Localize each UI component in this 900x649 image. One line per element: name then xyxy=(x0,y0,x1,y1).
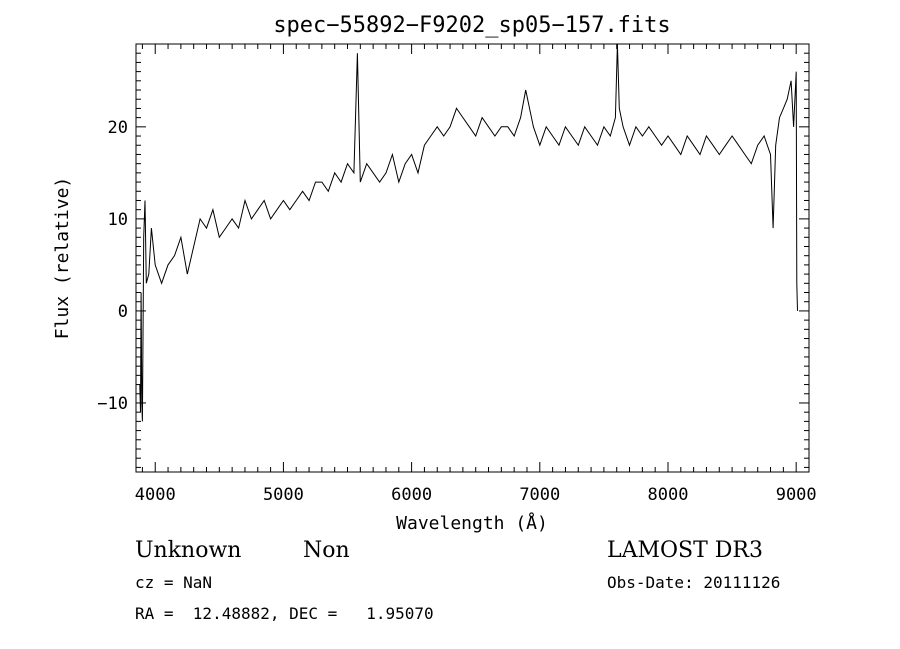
y-tick-label: 0 xyxy=(118,302,128,322)
x-tick-label: 4000 xyxy=(135,485,176,505)
x-tick-label: 9000 xyxy=(776,485,817,505)
plot-frame xyxy=(135,43,810,473)
y-tick-label: 10 xyxy=(108,210,128,230)
object-subclass: Non xyxy=(303,538,350,563)
x-axis-label: Wavelength (Å) xyxy=(396,512,548,534)
x-tick-label: 5000 xyxy=(263,485,304,505)
x-tick-label: 7000 xyxy=(519,485,560,505)
x-tick-label: 8000 xyxy=(648,485,689,505)
object-class: Unknown xyxy=(135,538,242,563)
x-tick-labels: 4000 5000 6000 7000 8000 9000 xyxy=(135,485,817,505)
y-axis-label: Flux (relative) xyxy=(52,177,73,340)
ra-dec-coordinates: RA = 12.48882, DEC = 1.95070 xyxy=(135,604,434,623)
chart-title: spec−55892−F9202_sp05−157.fits xyxy=(273,13,670,38)
y-tick-labels: −10 0 10 20 xyxy=(97,118,128,414)
obs-date: Obs-Date: 20111126 xyxy=(607,573,781,592)
x-tick-label: 6000 xyxy=(391,485,432,505)
redshift-cz: cz = NaN xyxy=(135,573,213,592)
spectrum-line xyxy=(139,43,798,422)
y-tick-label: −10 xyxy=(97,394,128,414)
survey-label: LAMOST DR3 xyxy=(607,538,763,563)
axis-ticks xyxy=(136,43,810,472)
y-tick-label: 20 xyxy=(108,118,128,138)
